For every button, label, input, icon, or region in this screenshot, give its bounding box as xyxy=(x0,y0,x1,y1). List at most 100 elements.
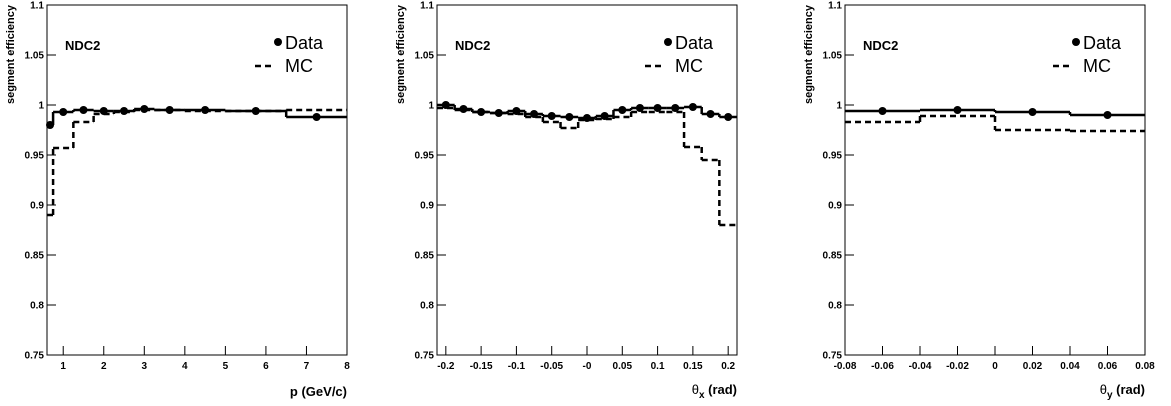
data-point xyxy=(1028,108,1037,116)
x-tick-label: 0.1 xyxy=(651,361,665,372)
y-tick-label: 0.85 xyxy=(25,251,45,262)
y-tick-label: 0.95 xyxy=(823,151,843,162)
step-riser xyxy=(918,116,1072,131)
data-point xyxy=(494,109,503,117)
data-point xyxy=(59,108,68,116)
annotation: NDC2 xyxy=(455,38,490,53)
y-tick-label: 1.05 xyxy=(823,51,843,62)
y-tick-label: 1 xyxy=(38,101,44,112)
x-tick-label: -0.04 xyxy=(909,361,932,372)
legend-label: MC xyxy=(675,56,703,76)
x-tick-label: 0.2 xyxy=(721,361,735,372)
legend-label: Data xyxy=(285,33,324,53)
y-tick-label: 0.9 xyxy=(828,201,842,212)
y-tick-label: 0.9 xyxy=(420,201,434,212)
x-tick-label: 6 xyxy=(263,361,269,372)
y-tick-label: 0.75 xyxy=(25,351,45,362)
x-axis-label: p (GeV/c) xyxy=(290,384,347,399)
x-tick-label: 3 xyxy=(142,361,148,372)
data-point xyxy=(724,113,733,121)
y-tick-label: 0.8 xyxy=(420,301,434,312)
panel: 0.75 0.8 0.85 0.9 0.95 1 1.05 1.1 -0.2 -0.15 -0.1 -… xyxy=(395,1,738,401)
legend-swatch xyxy=(274,38,282,46)
x-tick-label: -0 xyxy=(583,361,592,372)
panel: 0.75 0.8 0.85 0.9 0.95 1 1.05 1.1 -0.08 -0.06 -0.0… xyxy=(803,1,1155,402)
x-axis-label: θy (rad) xyxy=(1100,382,1145,401)
data-point xyxy=(1103,111,1112,119)
legend-label: MC xyxy=(1083,56,1111,76)
data-point xyxy=(46,121,55,129)
y-tick-label: 1.1 xyxy=(420,1,434,12)
annotation: NDC2 xyxy=(65,38,100,53)
y-tick-label: 1.1 xyxy=(30,1,44,12)
y-tick-label: 0.85 xyxy=(415,251,435,262)
x-tick-label: -0.15 xyxy=(470,361,493,372)
data-point xyxy=(618,106,627,114)
x-tick-label: 5 xyxy=(223,361,229,372)
legend-label: Data xyxy=(1083,33,1122,53)
x-axis-symbol: θ xyxy=(692,382,699,397)
legend-label: Data xyxy=(675,33,714,53)
x-tick-label: 0.08 xyxy=(1135,361,1155,372)
y-tick-label: 1.05 xyxy=(415,51,435,62)
data-point xyxy=(79,106,88,114)
y-tick-label: 0.8 xyxy=(30,301,44,312)
data-point xyxy=(953,106,962,114)
data-point xyxy=(477,108,486,116)
x-tick-label: -0.2 xyxy=(437,361,455,372)
y-tick-label: 1 xyxy=(836,101,842,112)
legend-swatch xyxy=(664,38,672,46)
x-tick-label: 0.05 xyxy=(613,361,633,372)
x-axis-label: θx (rad) xyxy=(692,382,737,401)
data-point xyxy=(653,104,662,112)
x-tick-label: 0.02 xyxy=(1023,361,1043,372)
panel: 0.75 0.8 0.85 0.9 0.95 1 1.05 1.1 1 2 3 4 5 6 7 8 segmen… xyxy=(5,1,350,400)
y-tick-label: 1.1 xyxy=(828,1,842,12)
x-tick-label: 0 xyxy=(992,361,998,372)
y-axis-label: segment efficiency xyxy=(803,4,815,104)
x-axis-symbol: θ xyxy=(1100,382,1107,397)
data-point xyxy=(671,104,680,112)
data-point xyxy=(706,110,715,118)
y-tick-label: 0.85 xyxy=(823,251,843,262)
data-point xyxy=(312,113,321,121)
x-axis-subscript: y xyxy=(1107,390,1113,401)
y-tick-label: 0.8 xyxy=(828,301,842,312)
legend-swatch xyxy=(1072,38,1080,46)
y-axis-label: segment efficiency xyxy=(395,4,407,104)
plot-frame xyxy=(46,4,348,356)
x-tick-label: 4 xyxy=(182,361,188,372)
x-tick-label: -0.1 xyxy=(508,361,526,372)
y-tick-label: 0.95 xyxy=(415,151,435,162)
x-tick-label: 0.04 xyxy=(1060,361,1080,372)
x-tick-label: 8 xyxy=(344,361,350,372)
y-tick-label: 1.05 xyxy=(25,51,45,62)
x-tick-label: 2 xyxy=(101,361,107,372)
step-riser xyxy=(918,110,1072,115)
y-tick-label: 0.95 xyxy=(25,151,45,162)
x-axis-subscript: x xyxy=(699,390,705,401)
y-axis-label: segment efficiency xyxy=(5,4,17,104)
x-tick-label: 0.15 xyxy=(683,361,703,372)
x-tick-label: -0.05 xyxy=(540,361,563,372)
data-point xyxy=(547,112,556,120)
x-axis-unit: (rad) xyxy=(705,382,738,397)
legend-label: MC xyxy=(285,56,313,76)
y-tick-label: 0.9 xyxy=(30,201,44,212)
data-point xyxy=(635,104,644,112)
step-riser xyxy=(453,108,721,225)
y-tick-label: 1 xyxy=(428,101,434,112)
x-tick-label: 1 xyxy=(60,361,66,372)
x-tick-label: -0.06 xyxy=(871,361,894,372)
step-riser xyxy=(51,110,288,215)
data-point xyxy=(878,107,887,115)
data-point xyxy=(565,113,574,121)
y-tick-label: 0.75 xyxy=(823,351,843,362)
x-tick-label: -0.02 xyxy=(946,361,969,372)
x-tick-label: -0.08 xyxy=(834,361,857,372)
data-point xyxy=(688,103,697,111)
x-tick-label: 0.06 xyxy=(1098,361,1118,372)
x-tick-label: 7 xyxy=(304,361,310,372)
